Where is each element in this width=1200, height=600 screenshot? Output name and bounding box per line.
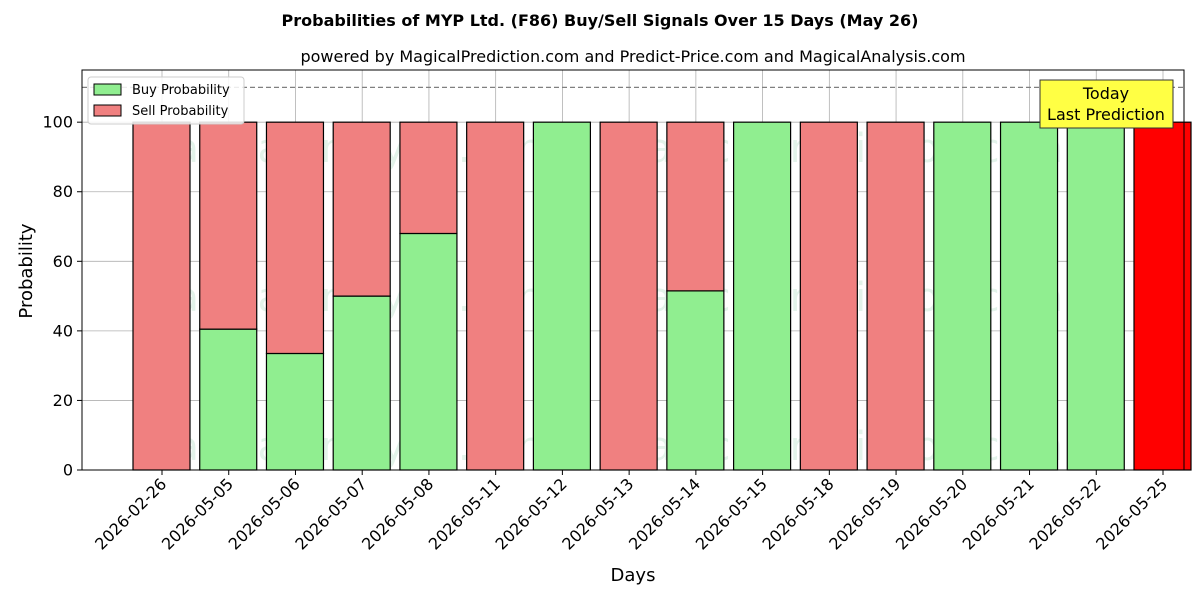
- chart-subtitle: powered by MagicalPrediction.com and Pre…: [300, 47, 965, 66]
- legend-label: Buy Probability: [132, 83, 230, 98]
- legend: Buy Probability Sell Probability: [87, 76, 245, 125]
- y-tick-label: 0: [63, 461, 73, 480]
- highlight-sell-bar: [1133, 121, 1192, 471]
- y-tick-label: 80: [53, 182, 73, 201]
- y-tick-label: 100: [42, 113, 73, 132]
- y-tick-label: 20: [53, 391, 73, 410]
- annotation-text: Today: [1082, 84, 1129, 103]
- y-tick-label: 60: [53, 252, 73, 271]
- legend-label: Sell Probability: [132, 104, 229, 119]
- buy-bar: [933, 121, 992, 471]
- buy-bar: [1066, 121, 1125, 471]
- legend-swatch: [93, 104, 122, 117]
- sell-bar: [199, 121, 258, 330]
- sell-bar: [332, 121, 391, 297]
- buy-bar: [532, 121, 592, 471]
- sell-bar: [132, 121, 191, 471]
- plot-area: 020406080100MagicalAnalysis.comMagicalPr…: [42, 69, 1192, 554]
- sell-bar: [466, 121, 525, 471]
- buy-bar: [199, 328, 258, 471]
- legend-swatch: [93, 83, 122, 96]
- buy-bar: [999, 121, 1059, 471]
- buy-bar: [332, 295, 391, 471]
- chart-title: Probabilities of MYP Ltd. (F86) Buy/Sell…: [282, 11, 919, 30]
- sell-bar: [599, 121, 658, 471]
- sell-bar: [265, 121, 325, 355]
- buy-bar: [399, 232, 458, 471]
- sell-bar: [399, 121, 458, 235]
- sell-bar: [866, 121, 925, 471]
- sell-bar: [799, 121, 858, 471]
- annotation-box: [1039, 79, 1174, 129]
- sell-bar: [666, 121, 725, 292]
- legend-box: [87, 76, 245, 125]
- y-tick-label: 40: [53, 321, 73, 340]
- buy-bar: [666, 290, 725, 471]
- plot-frame: [81, 69, 1185, 471]
- y-axis-label: Probability: [16, 223, 37, 318]
- annotation-text: Last Prediction: [1047, 105, 1165, 124]
- x-axis-label: Days: [611, 565, 656, 586]
- x-tick-label: 2026-05-25: [1092, 474, 1171, 553]
- buy-bar: [732, 121, 792, 471]
- today-annotation: Today Last Prediction: [1039, 79, 1174, 129]
- buy-bar: [265, 352, 325, 471]
